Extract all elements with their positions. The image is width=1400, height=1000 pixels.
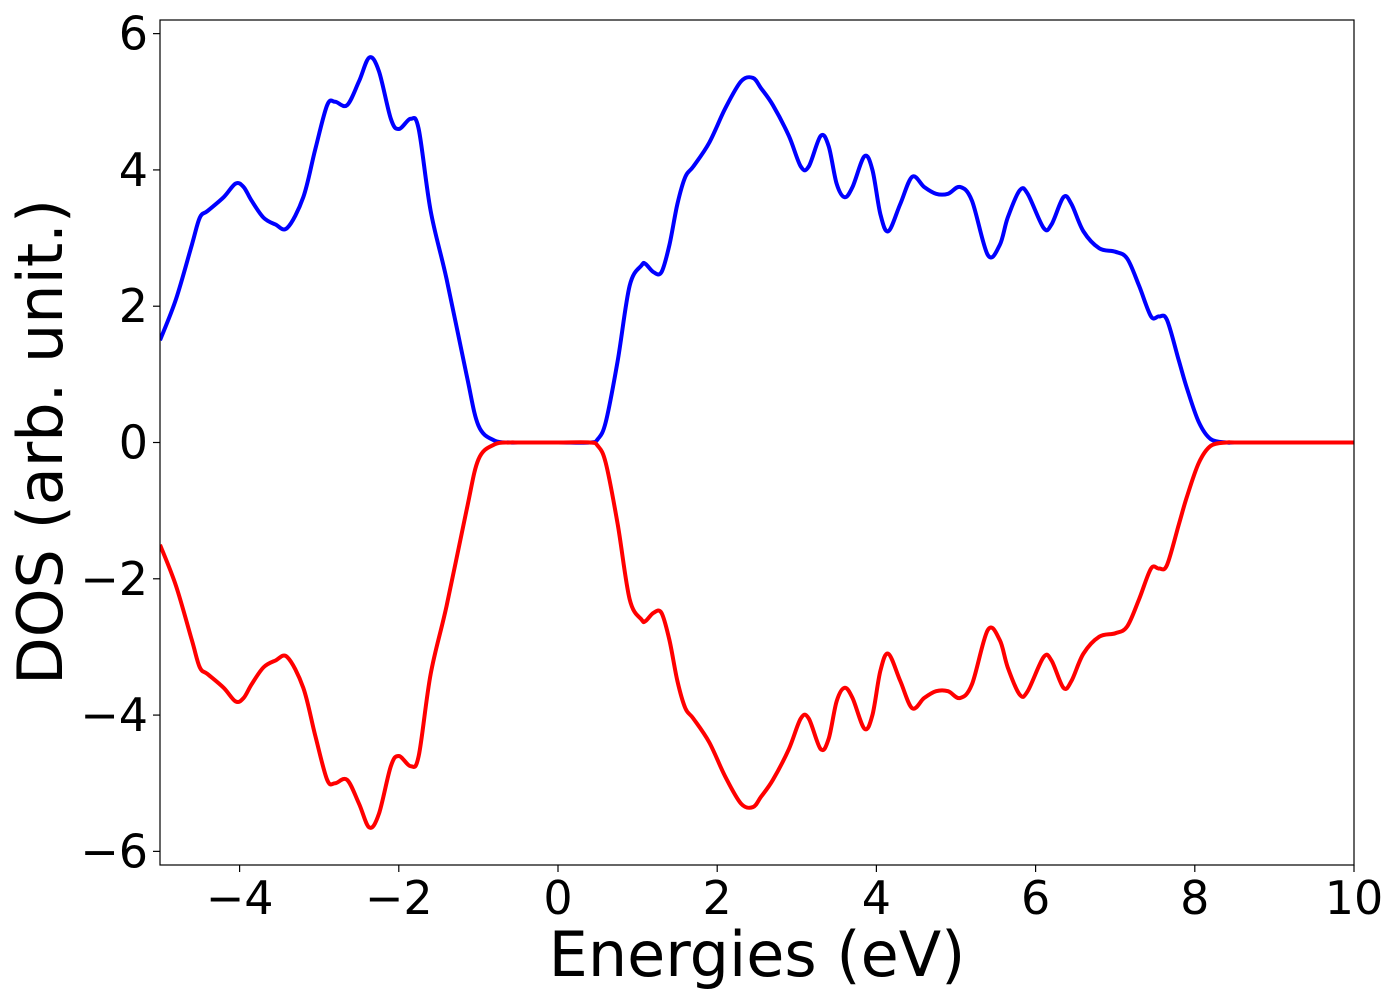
- y-tick-label: −2: [80, 552, 148, 606]
- x-axis-title: Energies (eV): [549, 918, 966, 991]
- y-tick-label: 4: [119, 143, 148, 197]
- x-tick-label: 4: [862, 871, 891, 925]
- series-line-1: [160, 55, 1354, 445]
- y-axis-title: DOS (arb. unit.): [4, 199, 77, 685]
- y-axis-ticks: −6 −4 −2 0 2 4 6: [80, 7, 160, 878]
- plot-frame: [159, 19, 1355, 866]
- y-tick-label: 0: [119, 416, 148, 470]
- x-axis-ticks: −4 −2 0 2 4 6 8 10: [206, 865, 1384, 925]
- y-tick-label: 2: [119, 279, 148, 333]
- series-line-2: [160, 440, 1354, 830]
- series-layer: [160, 55, 1354, 830]
- x-tick-label: 0: [543, 871, 572, 925]
- x-tick-label: −4: [206, 871, 274, 925]
- y-tick-label: 6: [119, 7, 148, 61]
- y-tick-label: −4: [80, 688, 148, 742]
- x-tick-label: 6: [1021, 871, 1050, 925]
- x-tick-label: 10: [1325, 871, 1384, 925]
- x-tick-label: 8: [1180, 871, 1209, 925]
- x-tick-label: 2: [703, 871, 732, 925]
- x-tick-label: −2: [365, 871, 433, 925]
- y-tick-label: −6: [80, 824, 148, 878]
